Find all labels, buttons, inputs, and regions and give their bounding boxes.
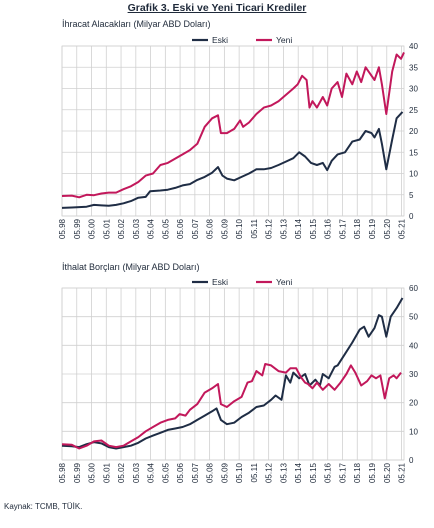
y-tick-label-1-3: 30 <box>409 370 418 379</box>
figure-title: Grafik 3. Eski ve Yeni Ticari Krediler <box>127 2 307 14</box>
series-line-eski-0 <box>61 111 404 209</box>
x-tick-label-0-22: 05.20 <box>383 218 392 239</box>
x-tick-label-1-13: 05.11 <box>250 462 259 482</box>
y-tick-label-0-7: 35 <box>409 63 418 72</box>
y-tick-label-0-5: 25 <box>409 106 418 115</box>
series-line-yeni-1 <box>61 363 402 450</box>
x-tick-label-0-23: 05.21 <box>398 218 407 239</box>
source-note: Kaynak: TCMB, TÜİK. <box>4 502 83 511</box>
x-tick-label-1-15: 05.13 <box>279 462 288 483</box>
y-tick-label-1-5: 50 <box>409 313 418 322</box>
y-tick-label-1-6: 60 <box>409 284 418 293</box>
x-tick-label-1-1: 05.99 <box>73 462 82 483</box>
x-tick-label-1-22: 05.20 <box>383 462 392 483</box>
x-tick-label-0-15: 05.13 <box>279 218 288 239</box>
x-tick-label-0-12: 05.10 <box>235 218 244 239</box>
x-tick-label-1-17: 05.15 <box>309 462 318 483</box>
x-tick-label-0-16: 05.14 <box>294 218 303 239</box>
y-tick-label-1-1: 10 <box>409 427 418 436</box>
y-tick-label-1-0: 0 <box>409 456 414 465</box>
x-tick-label-0-11: 05.09 <box>220 218 229 239</box>
x-tick-label-0-5: 05.03 <box>132 218 141 239</box>
y-tick-label-0-0: 0 <box>409 212 414 221</box>
x-tick-label-1-10: 05.08 <box>206 462 215 483</box>
x-tick-label-1-8: 05.06 <box>176 462 185 483</box>
x-tick-label-1-3: 05.01 <box>102 462 111 483</box>
x-tick-label-0-4: 05.02 <box>117 218 126 239</box>
y-tick-label-0-8: 40 <box>409 42 418 51</box>
chart-title-ihracat: İhracat Alacakları (Milyar ABD Doları) <box>62 19 211 29</box>
x-tick-label-0-0: 05.98 <box>58 218 67 239</box>
x-tick-label-0-14: 05.12 <box>265 218 274 239</box>
y-tick-label-0-1: 5 <box>409 191 414 200</box>
legend-label-yeni-1: Yeni <box>276 277 292 287</box>
x-tick-label-1-18: 05.16 <box>324 462 333 483</box>
x-tick-label-1-14: 05.12 <box>265 462 274 483</box>
legend-label-eski-0: Eski <box>212 35 228 45</box>
x-tick-label-1-7: 05.05 <box>161 462 170 483</box>
x-tick-label-0-1: 05.99 <box>73 218 82 239</box>
y-tick-label-0-3: 15 <box>409 148 418 157</box>
y-tick-label-0-4: 20 <box>409 127 418 136</box>
y-tick-label-1-2: 20 <box>409 399 418 408</box>
x-tick-label-1-5: 05.03 <box>132 462 141 483</box>
x-tick-label-1-9: 05.07 <box>191 462 200 483</box>
x-tick-label-0-8: 05.06 <box>176 218 185 239</box>
x-tick-label-0-10: 05.08 <box>206 218 215 239</box>
x-tick-label-0-17: 05.15 <box>309 218 318 239</box>
x-tick-label-1-0: 05.98 <box>58 462 67 483</box>
x-tick-label-0-9: 05.07 <box>191 218 200 239</box>
x-tick-label-0-19: 05.17 <box>338 218 347 239</box>
chart-title-ithalat: İthalat Borçları (Milyar ABD Doları) <box>62 262 200 272</box>
x-tick-label-1-23: 05.21 <box>398 462 407 483</box>
x-tick-label-1-6: 05.04 <box>147 462 156 483</box>
x-tick-label-1-16: 05.14 <box>294 462 303 483</box>
y-tick-label-0-6: 30 <box>409 85 418 94</box>
x-tick-label-1-20: 05.18 <box>353 462 362 483</box>
x-tick-label-1-4: 05.02 <box>117 462 126 483</box>
x-tick-label-0-2: 05.00 <box>88 218 97 239</box>
x-tick-label-0-6: 05.04 <box>147 218 156 239</box>
y-tick-label-0-2: 10 <box>409 170 418 179</box>
x-tick-label-0-7: 05.05 <box>161 218 170 239</box>
legend-label-eski-1: Eski <box>212 277 228 287</box>
series-line-eski-1 <box>61 297 404 450</box>
legend-label-yeni-0: Yeni <box>276 35 292 45</box>
y-tick-label-1-4: 40 <box>409 341 418 350</box>
series-line-yeni-0 <box>61 51 405 199</box>
x-tick-label-0-18: 05.16 <box>324 218 333 239</box>
x-tick-label-1-21: 05.19 <box>368 462 377 483</box>
x-tick-label-0-3: 05.01 <box>102 218 111 239</box>
x-tick-label-1-12: 05.10 <box>235 462 244 483</box>
x-tick-label-1-2: 05.00 <box>88 462 97 483</box>
x-tick-label-0-13: 05.11 <box>250 218 259 238</box>
x-tick-label-0-21: 05.19 <box>368 218 377 239</box>
x-tick-label-0-20: 05.18 <box>353 218 362 239</box>
x-tick-label-1-19: 05.17 <box>338 462 347 483</box>
x-tick-label-1-11: 05.09 <box>220 462 229 483</box>
